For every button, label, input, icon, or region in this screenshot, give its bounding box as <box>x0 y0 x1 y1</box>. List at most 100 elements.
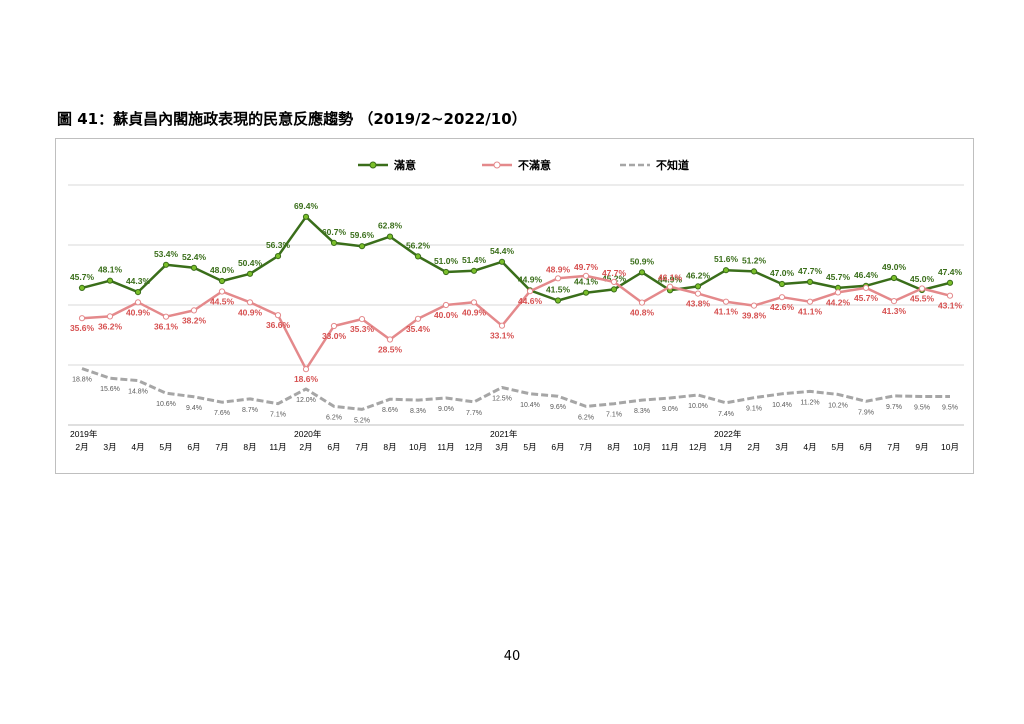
data-label-dissatisfied: 35.3% <box>350 324 375 334</box>
data-point-satisfied <box>330 239 338 247</box>
data-point-dissatisfied <box>554 275 562 282</box>
page-number: 40 <box>503 649 521 664</box>
data-label-satisfied: 50.4% <box>238 258 263 268</box>
data-label-unknown: 9.7% <box>886 404 902 411</box>
legend-label-dissatisfied: 不滿意 <box>518 159 551 172</box>
data-label-dissatisfied: 33.0% <box>322 331 347 341</box>
data-point-dissatisfied <box>498 322 506 329</box>
data-point-satisfied <box>218 277 226 285</box>
data-label-unknown: 14.8% <box>128 389 148 396</box>
data-point-dissatisfied <box>946 292 954 299</box>
x-tick-label: 3月 <box>103 442 116 452</box>
data-label-satisfied: 56.2% <box>406 240 431 250</box>
data-point-dissatisfied <box>666 283 674 290</box>
data-label-dissatisfied: 36.1% <box>154 322 179 332</box>
data-point-satisfied <box>358 243 366 250</box>
data-point-dissatisfied <box>386 336 394 343</box>
data-point-satisfied <box>890 274 898 282</box>
data-label-unknown: 10.2% <box>828 402 848 409</box>
data-label-satisfied: 45.7% <box>70 272 95 282</box>
data-label-dissatisfied: 40.9% <box>238 307 263 317</box>
data-label-dissatisfied: 33.1% <box>490 331 515 341</box>
data-point-satisfied <box>246 270 254 277</box>
data-label-dissatisfied: 49.7% <box>574 262 599 272</box>
x-tick-label: 2月 <box>299 442 312 452</box>
data-point-dissatisfied <box>190 307 198 314</box>
data-point-satisfied <box>190 264 198 271</box>
data-label-unknown: 7.6% <box>214 410 230 417</box>
data-point-dissatisfied <box>722 298 730 305</box>
data-label-dissatisfied: 44.6% <box>518 296 543 306</box>
data-label-dissatisfied: 48.9% <box>546 264 571 274</box>
data-label-unknown: 7.1% <box>270 412 286 419</box>
data-label-dissatisfied: 46.1% <box>658 273 683 283</box>
data-point-dissatisfied <box>526 288 534 295</box>
data-label-unknown: 12.0% <box>296 397 316 404</box>
data-label-satisfied: 50.9% <box>630 256 655 266</box>
chart-legend: 滿意 不滿意 不知道 <box>56 157 973 177</box>
data-label-unknown: 9.6% <box>550 404 566 411</box>
x-tick-label: 12月 <box>465 442 483 452</box>
data-label-dissatisfied: 36.6% <box>266 320 291 330</box>
data-label-satisfied: 69.4% <box>294 201 319 211</box>
data-label-dissatisfied: 39.8% <box>742 311 767 321</box>
data-label-dissatisfied: 43.8% <box>686 299 711 309</box>
data-point-dissatisfied <box>610 278 618 285</box>
x-tick-label: 7月 <box>579 442 592 452</box>
data-label-unknown: 12.5% <box>492 396 512 403</box>
data-label-dissatisfied: 40.8% <box>630 308 655 318</box>
data-point-satisfied <box>414 253 422 260</box>
data-label-satisfied: 44.3% <box>126 276 151 286</box>
x-tick-label: 2月 <box>75 442 88 452</box>
data-label-dissatisfied: 40.9% <box>462 307 487 317</box>
chart-container: 滿意 不滿意 不知道 2月 3月 4月 5月 6月 7月 8月 11月 2月 6月 7月 8月 10月 1… <box>55 138 974 474</box>
x-tick-label: 10月 <box>409 442 427 452</box>
data-label-unknown: 7.1% <box>606 412 622 419</box>
x-tick-label: 4月 <box>803 442 816 452</box>
legend-label-satisfied: 滿意 <box>394 159 416 172</box>
data-label-dissatisfied: 41.3% <box>882 306 907 316</box>
data-label-dissatisfied: 36.2% <box>98 321 123 331</box>
data-point-satisfied <box>778 280 786 288</box>
data-label-satisfied: 41.5% <box>546 285 571 295</box>
data-label-satisfied: 53.4% <box>154 249 179 259</box>
data-label-satisfied: 44.1% <box>574 277 599 287</box>
data-label-satisfied: 51.6% <box>714 254 739 264</box>
data-point-satisfied <box>274 253 282 260</box>
data-point-satisfied <box>470 267 478 274</box>
x-year-label: 2021年 <box>490 429 518 439</box>
data-label-unknown: 8.7% <box>242 407 258 414</box>
data-label-unknown: 5.2% <box>354 417 370 424</box>
data-label-satisfied: 60.7% <box>322 227 347 237</box>
x-tick-label: 3月 <box>775 442 788 452</box>
data-label-unknown: 6.2% <box>578 414 594 421</box>
data-label-dissatisfied: 41.1% <box>798 307 823 317</box>
data-label-unknown: 7.9% <box>858 409 874 416</box>
data-label-satisfied: 44.9% <box>658 274 683 284</box>
data-label-satisfied: 45.2% <box>602 273 627 283</box>
series-line-dissatisfied <box>81 274 951 371</box>
data-label-unknown: 10.4% <box>772 402 792 409</box>
data-point-satisfied <box>946 279 954 286</box>
data-label-satisfied: 47.7% <box>798 266 823 276</box>
data-label-satisfied: 51.0% <box>434 256 459 266</box>
data-label-unknown: 9.5% <box>914 405 930 412</box>
data-point-dissatisfied <box>162 313 170 320</box>
data-label-satisfied: 51.4% <box>462 255 487 265</box>
data-label-satisfied: 44.9% <box>518 274 543 284</box>
x-tick-label: 4月 <box>131 442 144 452</box>
data-label-dissatisfied: 42.6% <box>770 302 795 312</box>
data-point-dissatisfied <box>890 298 898 305</box>
data-point-dissatisfied <box>218 288 226 295</box>
x-tick-label: 2月 <box>747 442 760 452</box>
data-label-satisfied: 52.4% <box>182 252 207 262</box>
data-label-unknown: 8.6% <box>382 407 398 414</box>
x-tick-label: 11月 <box>269 442 286 452</box>
data-label-satisfied: 56.3% <box>266 240 291 250</box>
data-label-dissatisfied: 41.1% <box>714 307 739 317</box>
data-label-satisfied: 45.0% <box>910 274 935 284</box>
data-label-satisfied: 47.0% <box>770 268 795 278</box>
data-point-dissatisfied <box>470 299 478 306</box>
x-tick-label: 6月 <box>327 442 340 452</box>
data-label-dissatisfied: 45.7% <box>854 293 879 303</box>
